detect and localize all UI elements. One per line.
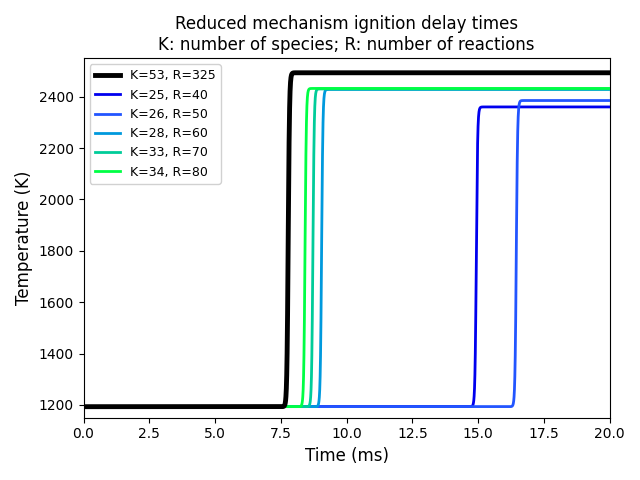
K=28, R=60 [270,404,278,409]
K=28, R=60 [606,86,614,92]
K=33, R=70 [333,86,340,92]
K=26, R=50 [270,404,278,409]
K=25, R=40 [106,404,114,409]
K=53, R=325 [270,404,278,409]
K=26, R=50 [80,404,88,409]
K=25, R=40 [606,104,614,110]
K=26, R=50 [106,404,114,409]
K=34, R=80 [106,404,114,409]
K=28, R=60 [106,404,114,409]
K=28, R=60 [470,86,477,92]
Title: Reduced mechanism ignition delay times
K: number of species; R: number of reacti: Reduced mechanism ignition delay times K… [158,15,535,54]
K=25, R=40 [498,104,506,110]
K=34, R=80 [270,404,278,409]
Line: K=33, R=70: K=33, R=70 [84,89,610,407]
K=33, R=70 [498,86,506,92]
K=33, R=70 [270,404,278,409]
K=28, R=60 [391,86,399,92]
Line: K=34, R=80: K=34, R=80 [84,88,610,407]
K=26, R=50 [498,404,506,409]
K=25, R=40 [496,104,504,110]
K=33, R=70 [106,404,114,409]
K=33, R=70 [414,86,422,92]
K=53, R=325 [80,404,88,409]
K=28, R=60 [498,86,506,92]
K=33, R=70 [391,86,399,92]
K=53, R=325 [391,70,399,76]
K=34, R=80 [324,85,332,91]
K=53, R=325 [606,70,614,76]
K=34, R=80 [414,85,422,91]
Legend: K=53, R=325, K=25, R=40, K=26, R=50, K=28, R=60, K=33, R=70, K=34, R=80: K=53, R=325, K=25, R=40, K=26, R=50, K=2… [90,64,221,184]
K=53, R=325 [414,70,422,76]
K=33, R=70 [470,86,477,92]
Line: K=26, R=50: K=26, R=50 [84,100,610,407]
K=25, R=40 [470,399,477,405]
Y-axis label: Temperature (K): Temperature (K) [15,171,33,305]
K=28, R=60 [414,86,422,92]
K=25, R=40 [80,404,88,409]
K=26, R=50 [606,97,614,103]
K=53, R=325 [470,70,477,76]
K=28, R=60 [341,86,349,92]
K=25, R=40 [270,404,278,409]
K=28, R=60 [80,404,88,409]
K=26, R=50 [536,97,543,103]
K=34, R=80 [606,85,614,91]
K=53, R=325 [106,404,114,409]
Line: K=28, R=60: K=28, R=60 [84,89,610,407]
K=33, R=70 [606,86,614,92]
K=53, R=325 [308,70,316,76]
K=34, R=80 [470,85,477,91]
X-axis label: Time (ms): Time (ms) [305,447,388,465]
K=26, R=50 [470,404,477,409]
K=25, R=40 [391,404,399,409]
K=34, R=80 [391,85,399,91]
K=33, R=70 [80,404,88,409]
Line: K=25, R=40: K=25, R=40 [84,107,610,407]
K=34, R=80 [80,404,88,409]
K=26, R=50 [414,404,422,409]
K=53, R=325 [498,70,506,76]
K=34, R=80 [498,85,506,91]
Line: K=53, R=325: K=53, R=325 [84,73,610,407]
K=26, R=50 [391,404,399,409]
K=25, R=40 [414,404,422,409]
